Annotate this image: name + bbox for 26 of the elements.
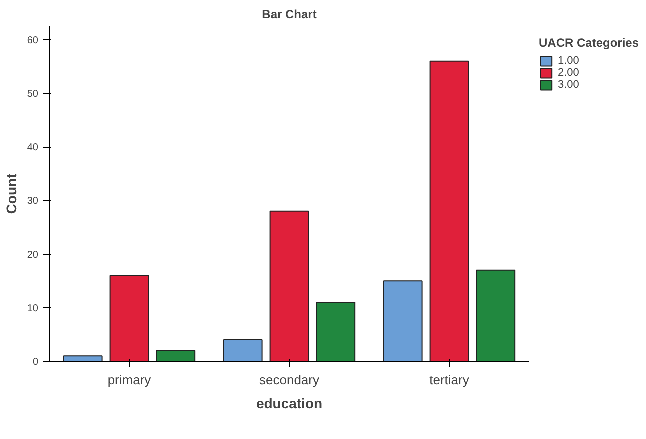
y-tick-label: 60 <box>27 35 39 46</box>
y-tick-label: 20 <box>27 250 39 261</box>
legend-label: 2.00 <box>558 67 580 79</box>
x-tick-label: secondary <box>260 372 320 388</box>
bar <box>476 270 516 362</box>
bar <box>316 302 356 362</box>
legend-label: 3.00 <box>558 79 580 91</box>
bar <box>156 350 196 362</box>
y-axis-title: Count <box>3 173 20 214</box>
bar <box>430 60 470 362</box>
x-axis-title: education <box>256 396 323 412</box>
y-tick-label: 10 <box>27 303 39 314</box>
y-tick-label: 0 <box>32 357 39 368</box>
bar <box>63 356 103 362</box>
y-tick-label: 50 <box>27 89 39 100</box>
bar <box>383 280 423 362</box>
legend-title: UACR Categories <box>539 36 640 50</box>
bar <box>110 275 150 362</box>
legend-label: 1.00 <box>558 55 580 67</box>
bar <box>270 210 310 362</box>
y-tick-label: 30 <box>27 196 39 208</box>
x-tick-label: tertiary <box>430 372 470 388</box>
bar <box>223 340 263 362</box>
chart-title: Bar Chart <box>262 8 317 22</box>
y-tick-label: 40 <box>27 142 39 154</box>
x-tick-label: primary <box>108 372 152 388</box>
